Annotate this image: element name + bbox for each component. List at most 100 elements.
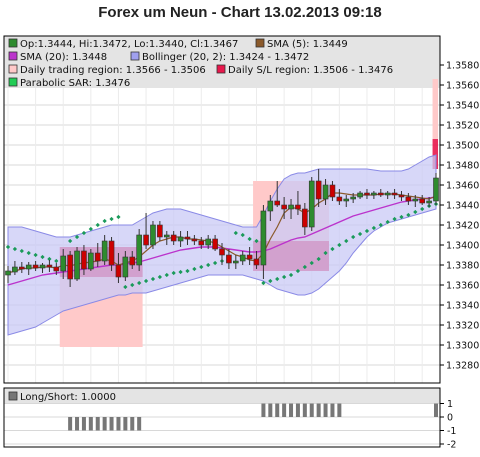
sar-point [288,272,294,278]
candle-body [19,266,25,270]
parabolic-sar [5,201,439,290]
sar-point [74,234,80,240]
longshort-bar [295,403,300,417]
candle [219,243,225,265]
y-tick-label: 1.3580 [446,61,479,72]
sar-point [399,214,404,220]
candle [46,260,53,272]
candle-body [177,236,184,242]
candle-body [108,240,115,266]
candle-body [384,192,391,196]
candle-body [74,250,80,280]
sar-point [19,248,24,254]
candle-body [302,208,308,228]
sar-point [330,246,335,252]
candle-body [239,254,246,262]
y-tick-label: 1.3380 [446,261,479,272]
sar-point [88,226,93,232]
candle [25,262,32,275]
daily-trading-region [432,79,438,139]
candle [274,181,281,207]
candle-body [226,254,232,264]
candle [391,189,398,199]
y-tick-label: 1.3480 [446,161,479,172]
sar-point [413,209,418,215]
candle [81,245,87,275]
candle-body [322,184,329,200]
longshort-bar [123,417,128,431]
y-tick-label: 1.3540 [446,101,479,112]
candle [198,237,205,249]
sar-point [282,274,287,280]
candle [150,221,156,249]
candle-body [46,264,53,268]
candle [377,189,384,197]
legend-swatch [255,38,265,48]
candle-body [136,234,142,266]
candle-body [350,196,356,200]
sar-point [212,260,218,266]
candle [315,169,322,207]
longshort-bar [316,403,321,417]
y-tick-label: -2 [447,440,456,451]
candle [157,221,163,241]
candle-body [336,196,343,202]
candle-body [39,264,46,269]
candle-body [288,204,294,210]
candle [32,261,39,271]
longshort-bar [309,403,314,417]
sar-point [12,246,18,252]
longshort-bar [323,403,328,417]
candle-body [94,252,101,262]
candle [302,203,308,235]
candle [384,191,391,199]
candle-body [157,224,163,238]
candle [39,263,46,273]
candle [12,261,18,275]
sar-point [5,244,11,250]
candle [350,193,356,203]
sar-point [102,218,107,224]
longshort-bars [68,403,438,431]
candle [136,229,142,271]
candle [308,177,315,231]
sar-point [192,266,197,272]
main-plot-frame [3,35,441,384]
y-tick-label: -1 [447,426,456,437]
candle-body [53,266,60,272]
candle-body [281,204,287,210]
candle-body [115,264,122,278]
candle-body [163,234,170,238]
sar-point [206,262,211,268]
legend-swatch [8,38,18,48]
sar-point [240,232,245,238]
y-tick-label: 1.3520 [446,121,479,132]
candle-body [150,224,156,246]
candle-body [398,194,405,198]
sar-point [178,269,183,275]
candle-body [343,198,350,202]
candle-body [391,192,398,196]
candle [74,247,80,281]
candle-body [246,254,253,260]
longshort-legend: Long/Short: 1.0000 [8,391,116,403]
sar-point [171,270,176,276]
y-tick-label: 1.3300 [446,341,479,352]
longshort-bar [116,417,121,431]
candle [94,243,101,267]
candle-body [405,196,412,202]
sar-point [143,278,149,284]
y-tick-label: 1.3340 [446,301,479,312]
y-tick-label: 1.3460 [446,181,479,192]
legend-swatch [8,51,18,61]
candle [101,235,108,265]
y-tick-label: 1.3440 [446,201,479,212]
sar-point [316,256,321,262]
sar-point [371,225,376,231]
longshort-bar [261,403,266,417]
candle [267,195,274,221]
longshort-bar [302,403,307,417]
longshort-bar [268,403,273,417]
sar-point [406,212,411,218]
candle-body [433,177,439,202]
